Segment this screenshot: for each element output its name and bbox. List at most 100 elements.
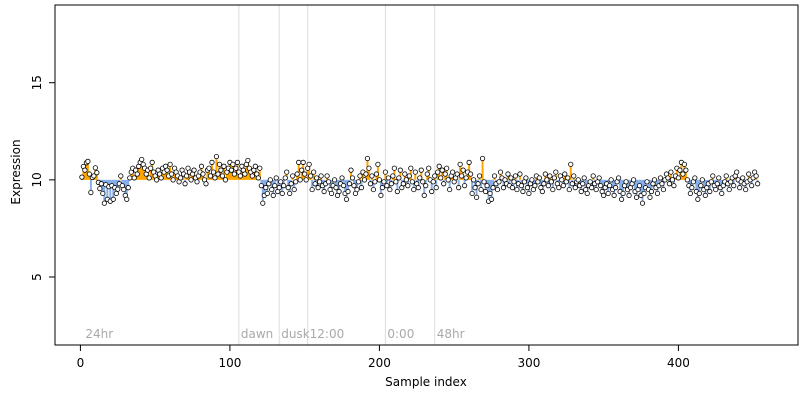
data-point-253 bbox=[457, 161, 463, 167]
data-point-260 bbox=[468, 171, 474, 177]
data-point-356 bbox=[611, 192, 617, 198]
data-point-87 bbox=[209, 159, 215, 165]
data-point-417 bbox=[702, 192, 708, 198]
x-tick-label-4: 400 bbox=[667, 356, 690, 370]
data-point-375 bbox=[639, 200, 646, 206]
data-point-60 bbox=[169, 171, 175, 177]
data-point-405 bbox=[684, 177, 690, 183]
data-point-285 bbox=[505, 171, 511, 177]
data-point-246 bbox=[447, 186, 453, 193]
data-point-26 bbox=[118, 173, 124, 179]
data-point-407 bbox=[687, 190, 693, 197]
data-point-239 bbox=[436, 163, 442, 169]
data-point-191 bbox=[364, 155, 371, 162]
data-point-96 bbox=[222, 177, 229, 183]
data-point-50 bbox=[154, 177, 160, 183]
data-point-186 bbox=[357, 173, 363, 179]
annotation-layer: 24hr dawn dusk 12:00 0:00 48hr bbox=[85, 327, 464, 341]
annotation-0: 24hr bbox=[85, 327, 113, 341]
data-point-241 bbox=[439, 167, 445, 173]
data-point-392 bbox=[665, 175, 671, 181]
data-point-424 bbox=[713, 186, 719, 193]
data-point-293 bbox=[517, 171, 523, 177]
data-point-364 bbox=[623, 179, 629, 185]
data-point-198 bbox=[375, 161, 381, 167]
data-point-90 bbox=[213, 153, 220, 160]
data-point-267 bbox=[478, 186, 484, 193]
data-point-442 bbox=[740, 175, 746, 181]
data-point-290 bbox=[512, 173, 519, 179]
data-point-149 bbox=[302, 171, 308, 177]
data-point-70 bbox=[183, 173, 190, 179]
data-point-88 bbox=[210, 169, 217, 175]
data-point-259 bbox=[466, 159, 472, 165]
data-point-328 bbox=[569, 181, 575, 187]
data-point-152 bbox=[306, 161, 312, 167]
data-point-420 bbox=[707, 188, 713, 195]
data-point-346 bbox=[596, 175, 602, 181]
data-point-223 bbox=[412, 169, 418, 175]
data-point-141 bbox=[290, 173, 296, 179]
data-point-164 bbox=[324, 173, 330, 179]
data-point-210 bbox=[393, 179, 399, 185]
data-point-83 bbox=[203, 181, 209, 187]
data-point-408 bbox=[689, 185, 695, 191]
data-point-319 bbox=[556, 185, 562, 191]
data-point-144 bbox=[294, 171, 300, 177]
data-point-95 bbox=[221, 163, 227, 169]
data-point-219 bbox=[406, 173, 412, 179]
data-point-426 bbox=[716, 175, 722, 181]
data-point-452 bbox=[755, 181, 761, 187]
data-point-446 bbox=[746, 171, 752, 177]
data-point-353 bbox=[607, 183, 613, 189]
data-point-15 bbox=[101, 200, 107, 206]
data-point-73 bbox=[188, 177, 194, 183]
data-point-59 bbox=[167, 161, 173, 167]
data-point-193 bbox=[367, 181, 374, 187]
data-point-216 bbox=[402, 171, 408, 177]
data-point-121 bbox=[260, 200, 266, 206]
data-point-294 bbox=[518, 183, 525, 189]
data-point-378 bbox=[644, 179, 650, 185]
data-point-142 bbox=[291, 186, 297, 193]
data-point-308 bbox=[539, 188, 545, 195]
data-point-199 bbox=[376, 177, 383, 183]
data-point-373 bbox=[636, 183, 643, 189]
data-point-89 bbox=[212, 175, 218, 181]
data-point-92 bbox=[216, 161, 223, 167]
data-point-80 bbox=[198, 163, 205, 169]
data-point-157 bbox=[314, 175, 320, 181]
data-point-422 bbox=[710, 173, 716, 179]
data-point-254 bbox=[459, 173, 465, 179]
data-point-329 bbox=[571, 173, 577, 179]
data-point-336 bbox=[581, 175, 587, 181]
annotation-3: 12:00 bbox=[310, 327, 345, 341]
data-point-205 bbox=[385, 175, 391, 181]
data-point-227 bbox=[418, 167, 424, 173]
data-point-251 bbox=[454, 171, 460, 177]
data-point-323 bbox=[562, 171, 568, 177]
data-point-167 bbox=[328, 190, 335, 197]
data-point-273 bbox=[487, 190, 493, 197]
data-point-399 bbox=[675, 175, 682, 181]
x-tick-label-2: 200 bbox=[368, 356, 391, 370]
data-point-268 bbox=[479, 155, 486, 162]
data-point-234 bbox=[429, 188, 435, 195]
data-point-47 bbox=[149, 159, 155, 165]
data-point-237 bbox=[433, 185, 439, 191]
data-point-197 bbox=[373, 171, 380, 177]
data-point-77 bbox=[194, 179, 200, 185]
data-point-311 bbox=[544, 177, 550, 183]
data-point-395 bbox=[669, 177, 676, 183]
data-point-4 bbox=[85, 158, 91, 164]
data-point-236 bbox=[432, 173, 438, 179]
data-point-218 bbox=[405, 183, 411, 189]
data-point-185 bbox=[355, 179, 362, 185]
data-point-436 bbox=[731, 183, 737, 189]
data-point-162 bbox=[321, 188, 327, 195]
data-point-28 bbox=[121, 186, 127, 193]
data-point-335 bbox=[580, 181, 586, 187]
data-point-194 bbox=[369, 173, 375, 179]
data-point-221 bbox=[409, 179, 415, 185]
